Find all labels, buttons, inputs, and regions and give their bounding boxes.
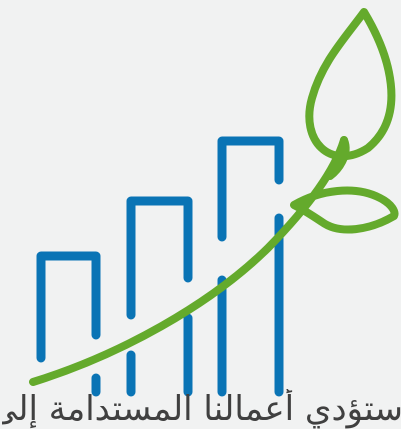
bar-3 [217,136,284,242]
sprout-icon [29,8,399,386]
growth-chart-sprout-icon [29,8,399,397]
large-leaf [305,8,396,161]
bar-1 [36,251,101,363]
bar-2 [126,196,193,320]
large-leaf-stem [326,136,350,180]
small-leaf [290,186,399,234]
caption-text: ستؤدي أعمالنا المستدامة إلى نمو ثابت [2,389,401,429]
bar-chart-icon [36,136,284,397]
